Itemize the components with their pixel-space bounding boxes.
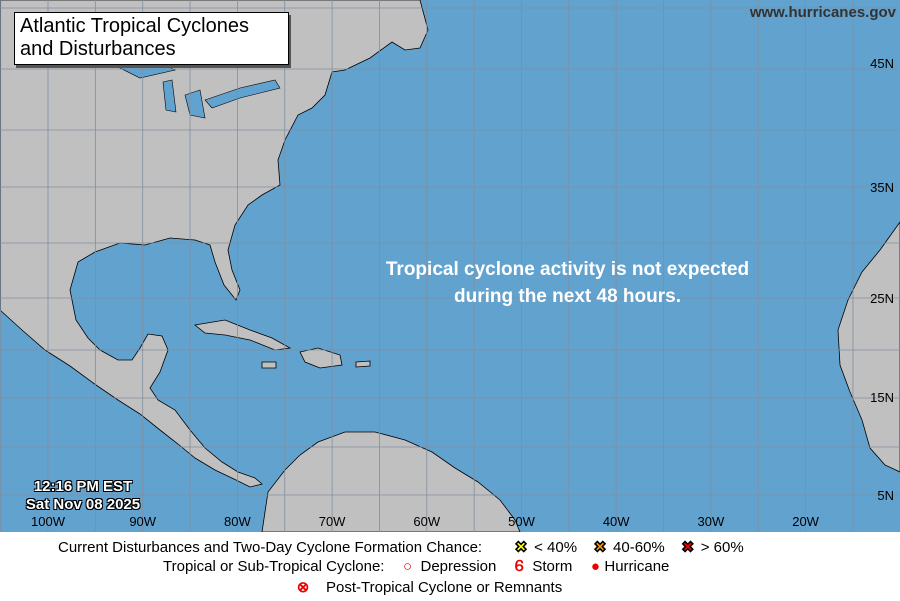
- legend: Current Disturbances and Two-Day Cyclone…: [0, 532, 900, 601]
- latitude-label: 5N: [877, 488, 894, 503]
- x-marker-medium-icon: ✖: [593, 539, 607, 557]
- x-marker-high-icon: ✖: [681, 539, 695, 557]
- website-link[interactable]: www.hurricanes.gov: [749, 4, 896, 21]
- longitude-label: 20W: [792, 514, 819, 529]
- latitude-label: 35N: [870, 180, 894, 195]
- hurricane-label: Hurricane: [604, 558, 670, 575]
- longitude-label: 80W: [224, 514, 251, 529]
- lat-lon-grid: [0, 0, 900, 532]
- post-tropical-icon: ⊗: [296, 579, 310, 596]
- title-line-2: and Disturbances: [20, 38, 176, 60]
- hurricane-icon: ●: [590, 558, 600, 575]
- cyclone-label: Tropical or Sub-Tropical Cyclone:: [163, 558, 385, 575]
- puerto-rico: [355, 360, 371, 368]
- longitude-label: 100W: [31, 514, 65, 529]
- timestamp: 12:16 PM EST Sat Nov 08 2025: [22, 478, 144, 514]
- longitude-label: 30W: [697, 514, 725, 529]
- land: [0, 0, 900, 532]
- longitude-label: 90W: [129, 514, 157, 529]
- longitude-label: 60W: [413, 514, 441, 529]
- map-title: Atlantic Tropical Cyclones and Disturban…: [14, 12, 289, 65]
- latitude-label: 45N: [870, 56, 894, 71]
- outlook-message: Tropical cyclone activity is not expecte…: [330, 256, 805, 310]
- message-line-1: Tropical cyclone activity is not expecte…: [385, 259, 750, 280]
- atlantic-map: [0, 0, 900, 532]
- africa: [837, 221, 900, 473]
- disturbances-label: Current Disturbances and Two-Day Cyclone…: [58, 538, 483, 556]
- x-marker-low-icon: ✖: [514, 539, 528, 557]
- medium-chance-label: 40-60%: [613, 538, 665, 556]
- low-chance-label: < 40%: [534, 538, 578, 556]
- north-america: [0, 0, 429, 488]
- time-label: 12:16 PM EST: [33, 478, 133, 495]
- south-america: [261, 431, 521, 532]
- high-chance-label: > 60%: [700, 538, 744, 556]
- depression-icon: ○: [402, 558, 413, 575]
- message-line-2: during the next 48 hours.: [454, 286, 681, 307]
- depression-label: Depression: [420, 558, 497, 575]
- storm-label: Storm: [532, 558, 573, 575]
- latitude-label: 15N: [870, 390, 894, 405]
- title-line-1: Atlantic Tropical Cyclones: [20, 15, 249, 37]
- date-label: Sat Nov 08 2025: [25, 496, 141, 513]
- storm-icon: Ꮾ: [514, 558, 524, 575]
- post-tropical-label: Post-Tropical Cyclone or Remnants: [326, 578, 563, 596]
- longitude-label: 70W: [318, 514, 346, 529]
- longitude-label: 50W: [508, 514, 535, 529]
- hispaniola: [299, 347, 343, 369]
- latitude-label: 25N: [870, 291, 894, 306]
- jamaica: [261, 361, 277, 369]
- longitude-label: 40W: [602, 514, 630, 529]
